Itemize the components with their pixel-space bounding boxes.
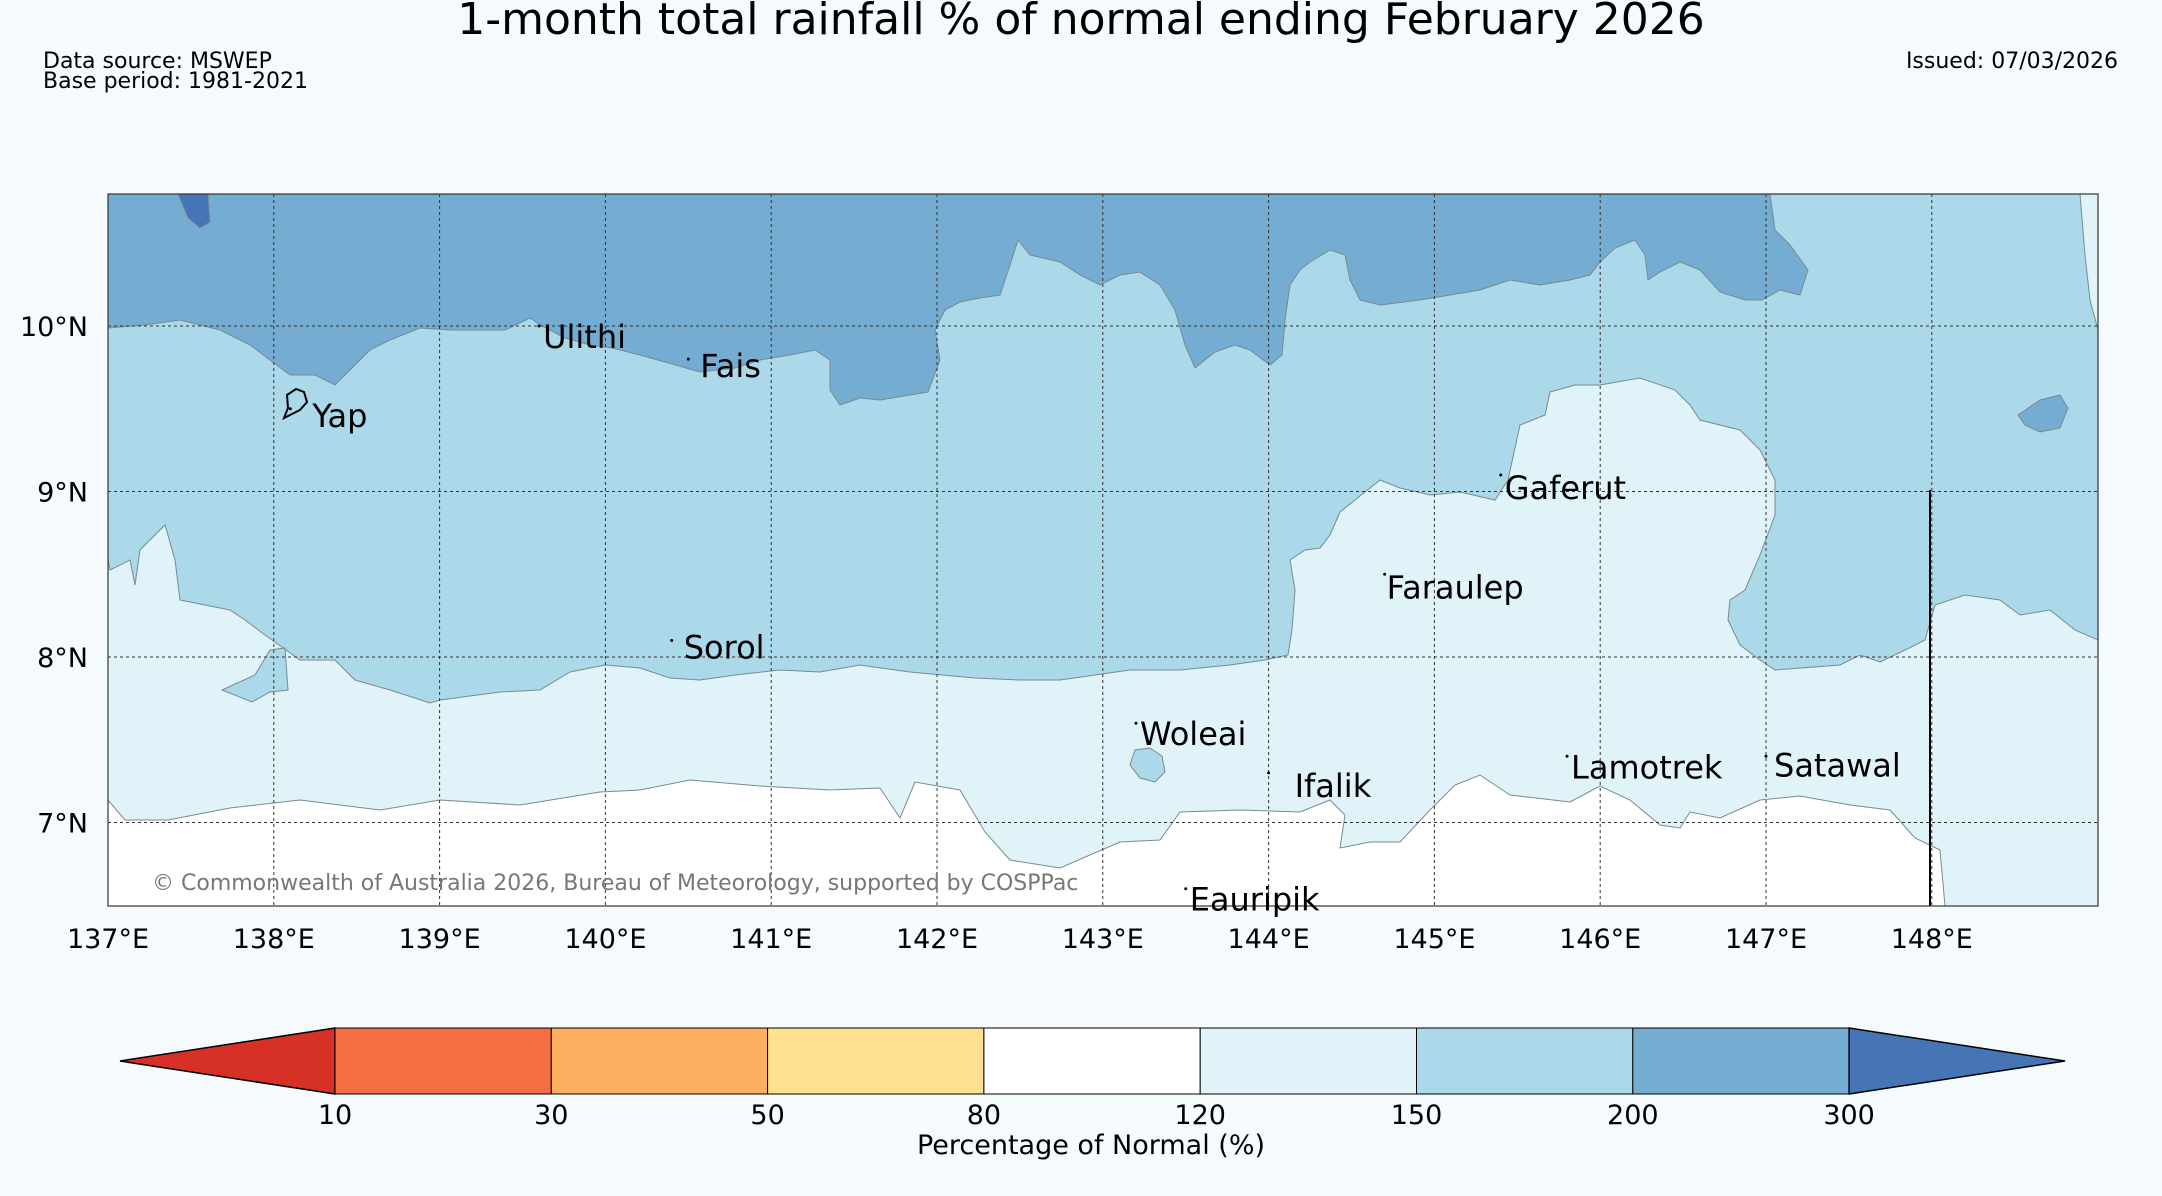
- colorbar-tick-label: 200: [1607, 1100, 1659, 1131]
- colorbar-tick-label: 50: [750, 1100, 784, 1131]
- lon-tick-label: 138°E: [233, 924, 315, 955]
- lon-tick-label: 148°E: [1891, 924, 1973, 955]
- colorbar-tick-label: 10: [318, 1100, 352, 1131]
- colorbar-tick-label: 30: [534, 1100, 568, 1131]
- lat-tick-label: 7°N: [37, 809, 88, 840]
- lon-tick-label: 145°E: [1393, 924, 1475, 955]
- colorbar-segment: [767, 1027, 985, 1095]
- band-80-120: [108, 774, 1946, 906]
- island-marker: [686, 357, 690, 361]
- place-label-ifalik: Ifalik: [1295, 767, 1372, 805]
- lat-tick-label: 10°N: [20, 312, 88, 343]
- place-label-satawal: Satawal: [1774, 746, 1901, 784]
- place-label-woleai: Woleai: [1140, 715, 1246, 753]
- lon-tick-label: 137°E: [67, 924, 149, 955]
- colorbar-tick-label: 300: [1823, 1100, 1875, 1131]
- lat-tick-label: 9°N: [37, 478, 88, 509]
- issued-date-text: Issued: 07/03/2026: [1905, 49, 2118, 74]
- map-title: 1-month total rainfall % of normal endin…: [457, 0, 1705, 45]
- colorbar-tick-label: 150: [1391, 1100, 1443, 1131]
- island-marker: [1499, 473, 1503, 477]
- colorbar-segment: [550, 1027, 769, 1095]
- place-label-eauripik: Eauripik: [1190, 881, 1320, 919]
- band-120-150-east-edge: [2079, 194, 2098, 331]
- place-label-fais: Fais: [700, 347, 761, 385]
- island-marker: [288, 407, 292, 411]
- lon-tick-label: 144°E: [1228, 924, 1310, 955]
- place-label-ulithi: Ulithi: [543, 318, 626, 356]
- colorbar-tick-label: 120: [1174, 1100, 1226, 1131]
- base-period-text: Base period: 1981-2021: [43, 69, 308, 94]
- place-label-gaferut: Gaferut: [1505, 469, 1626, 507]
- lon-tick-label: 146°E: [1559, 924, 1641, 955]
- colorbar: 10 30 50 80 120 150 200 300: [119, 1027, 2066, 1131]
- colorbar-extend-low: [119, 1027, 336, 1095]
- island-labels: Ulithi Fais Yap Gaferut Faraulep Sorol Woleai I…: [288, 318, 1901, 919]
- colorbar-tick-label: 80: [967, 1100, 1001, 1131]
- island-marker: [1184, 887, 1188, 891]
- copyright-text: © Commonwealth of Australia 2026, Bureau…: [152, 871, 1078, 896]
- island-marker: [1267, 771, 1271, 775]
- colorbar-segment: [1416, 1027, 1634, 1095]
- data-source-text: Data source: MSWEP: [43, 49, 272, 74]
- band-300-plus-patch: [177, 194, 211, 229]
- band-200-300-patch-east: [2017, 394, 2069, 433]
- graticule: [108, 194, 2098, 906]
- lon-tick-label: 141°E: [730, 924, 812, 955]
- lon-tick-label: 142°E: [896, 924, 978, 955]
- plot-frame: [107, 193, 2099, 907]
- band-150-200-patch-woleai: [1129, 747, 1166, 783]
- island-marker: [1134, 721, 1138, 725]
- colorbar-segment: [334, 1027, 552, 1095]
- lon-tick-label: 140°E: [564, 924, 646, 955]
- island-marker: [1383, 572, 1387, 576]
- island-marker: [1764, 754, 1768, 758]
- lon-tick-label: 143°E: [1062, 924, 1144, 955]
- colorbar-extend-high: [1848, 1027, 2066, 1095]
- yap-island-shape: [282, 387, 309, 421]
- place-label-yap: Yap: [311, 397, 367, 435]
- colorbar-segment: [1632, 1027, 1850, 1095]
- place-label-lamotrek: Lamotrek: [1571, 748, 1723, 786]
- lon-tick-label: 147°E: [1725, 924, 1807, 955]
- lon-tick-label: 139°E: [399, 924, 481, 955]
- place-label-faraulep: Faraulep: [1387, 568, 1524, 606]
- island-marker: [670, 638, 674, 642]
- colorbar-segment: [983, 1027, 1201, 1095]
- colorbar-label: Percentage of Normal (%): [917, 1130, 1265, 1161]
- band-150-200-patch-west: [220, 647, 289, 703]
- island-marker: [1565, 754, 1569, 758]
- longitude-labels: 137°E 138°E 139°E 140°E 141°E 142°E 143°E 144°E…: [67, 924, 1973, 955]
- latitude-labels: 10°N 9°N 8°N 7°N: [20, 312, 88, 840]
- band-200-300: [108, 194, 1809, 406]
- colorbar-segment: [1199, 1027, 1417, 1095]
- place-label-sorol: Sorol: [684, 628, 765, 666]
- lat-tick-label: 8°N: [37, 643, 88, 674]
- island-marker: [537, 324, 541, 328]
